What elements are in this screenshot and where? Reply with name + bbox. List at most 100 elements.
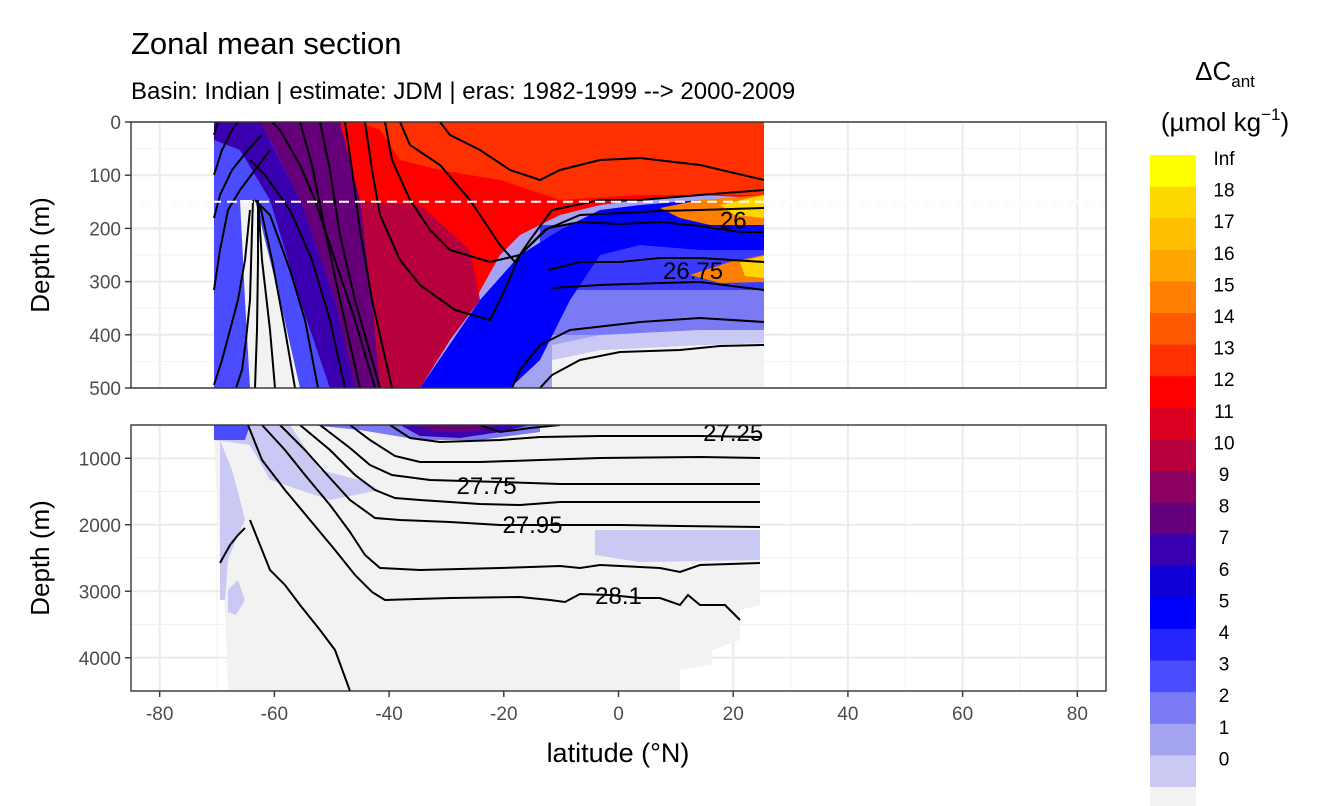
- legend-label: 14: [1213, 307, 1235, 328]
- isopycnal-line: [261, 425, 761, 574]
- isopycnal-line: [439, 122, 765, 182]
- legend-key: [1150, 313, 1196, 346]
- legend-key: [1150, 597, 1196, 630]
- x-tick-label: 60: [952, 704, 973, 725]
- x-tick-label: 40: [837, 704, 858, 725]
- field-fill-yellow-lens: [720, 195, 764, 218]
- legend-unit: (µmol kg−1): [1161, 105, 1289, 137]
- upper-panel: 26 26.75 0 100 200 300 400 500: [89, 113, 1107, 400]
- chart-subtitle: Basin: Indian | estimate: JDM | eras: 19…: [131, 78, 795, 105]
- legend-key: [1150, 787, 1196, 806]
- y-axis-label-upper: Depth (m): [25, 197, 55, 313]
- legend-label: 3: [1219, 655, 1230, 676]
- isopycnal-line: [249, 519, 351, 691]
- lower-panel: 27.25 27.75 27.95 28.1 1000 2000 3000 4000: [79, 420, 1107, 692]
- field-fill-north-blue: [380, 198, 764, 388]
- y-tick-label: 1000: [79, 449, 121, 470]
- legend-label: 9: [1219, 465, 1230, 486]
- isopycnal-line: [299, 122, 361, 388]
- x-tick-label: -60: [261, 704, 288, 725]
- legend-label: 0: [1219, 749, 1230, 770]
- legend-label: 12: [1213, 370, 1234, 391]
- contour-label: 27.25: [703, 420, 763, 447]
- y-tick-label: 400: [89, 326, 121, 347]
- legend-key: [1150, 629, 1196, 662]
- y-tick-label: 100: [89, 166, 121, 187]
- isopycnal-line: [249, 159, 346, 388]
- contour-label: 26.75: [663, 258, 723, 285]
- lower-contours: [219, 425, 761, 691]
- field-fill-blue-low: [540, 290, 764, 335]
- x-axis-label: latitude (°N): [547, 738, 690, 768]
- legend-label: 16: [1213, 244, 1234, 265]
- contour-label: 26: [720, 207, 747, 234]
- legend-key: [1150, 692, 1196, 725]
- lower-panel-field: [214, 425, 761, 691]
- legend-label: 17: [1213, 212, 1234, 233]
- legend-label: 10: [1213, 433, 1234, 454]
- isopycnal-line: [259, 204, 296, 388]
- legend-key: [1150, 376, 1196, 409]
- y-tick-label: 500: [89, 379, 121, 400]
- legend-key: [1150, 249, 1196, 282]
- legend-key: [1150, 502, 1196, 535]
- x-axis: -80 -60 -40 -20 0 20 40 60 80: [146, 691, 1088, 725]
- legend-label: 18: [1213, 181, 1234, 202]
- legend-key: [1150, 155, 1196, 188]
- field-fill-deep-left-edge: [214, 425, 250, 440]
- field-fill-indigo: [214, 122, 355, 388]
- isopycnal-line: [319, 122, 381, 388]
- y-tick-label: 0: [110, 113, 121, 134]
- legend-key: [1150, 471, 1196, 504]
- field-fill-pale-wedge: [240, 200, 300, 388]
- isopycnal-line: [547, 257, 765, 271]
- isopycnal-line: [213, 209, 251, 386]
- field-fill-crimson: [340, 200, 480, 388]
- contour-label: 28.1: [595, 583, 642, 610]
- isopycnal-line: [511, 316, 765, 388]
- legend-label: 2: [1219, 686, 1230, 707]
- isopycnal-line: [213, 122, 239, 176]
- legend-label: Inf: [1213, 149, 1235, 170]
- isopycnal-line: [279, 425, 761, 528]
- x-tick-label: -40: [375, 704, 402, 725]
- isopycnal-line: [344, 122, 393, 388]
- y-axis-label-lower: Depth (m): [25, 500, 55, 616]
- legend-key: [1150, 218, 1196, 251]
- isopycnal-line: [213, 122, 219, 136]
- field-fill-purple: [250, 122, 380, 388]
- field-fill-deep-blue-strip-2: [228, 580, 245, 615]
- contour-label: 27.75: [457, 473, 517, 500]
- field-fill-deep-purple-2: [414, 425, 500, 432]
- y-tick-label: 300: [89, 273, 121, 294]
- y-tick-label: 200: [89, 219, 121, 240]
- legend-label: 7: [1219, 528, 1230, 549]
- legend-label: 15: [1213, 275, 1234, 296]
- upper-panel-border: [130, 121, 1107, 389]
- isopycnal-line: [247, 425, 741, 621]
- isopycnal-line: [479, 425, 561, 434]
- legend-label: 1: [1219, 718, 1230, 739]
- legend-key: [1150, 660, 1196, 693]
- legend-key: [1150, 723, 1196, 756]
- legend-title: ΔCant: [1195, 56, 1255, 91]
- legend-label: 8: [1219, 497, 1230, 518]
- isopycnal-line: [389, 425, 761, 444]
- legend-key: [1150, 565, 1196, 598]
- color-legend: ΔCant (µmol kg−1) Inf1817161514131211109…: [1150, 56, 1289, 806]
- lower-y-axis: 1000 2000 3000 4000: [79, 449, 131, 670]
- legend-key: [1150, 755, 1196, 788]
- x-tick-label: 80: [1067, 704, 1088, 725]
- field-fill-deep-blue-east: [595, 530, 760, 562]
- isopycnal-line: [364, 122, 764, 322]
- isopycnal-line: [319, 425, 760, 485]
- legend-label: 4: [1219, 623, 1230, 644]
- upper-panel-field: [131, 122, 1106, 388]
- legend-key: [1150, 186, 1196, 219]
- isopycnal-line: [551, 280, 765, 291]
- legend-key: [1150, 407, 1196, 440]
- isopycnal-line: [219, 527, 246, 564]
- legend-key: [1150, 281, 1196, 314]
- y-tick-label: 2000: [79, 516, 121, 537]
